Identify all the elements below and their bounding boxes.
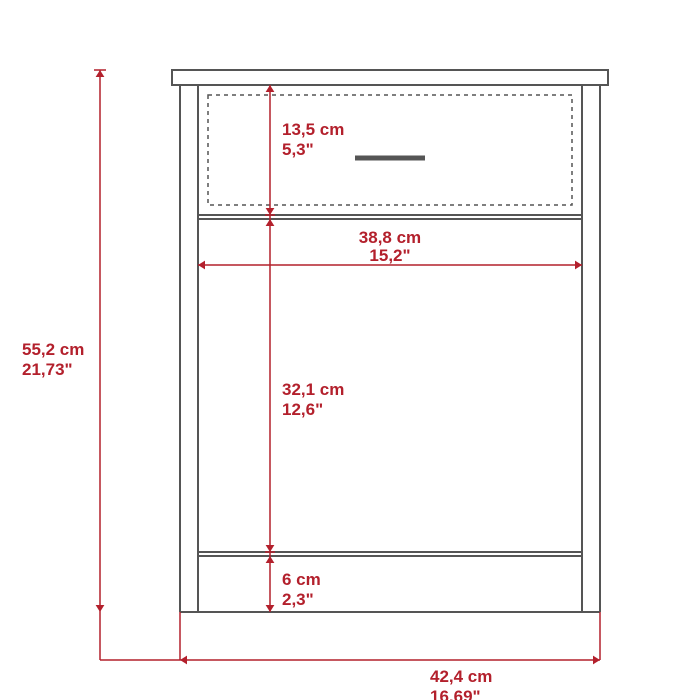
drawer-front bbox=[208, 95, 572, 205]
dim-drawer-height-cm: 13,5 cm bbox=[282, 120, 344, 139]
dim-opening-width-cm: 38,8 cm bbox=[359, 228, 421, 247]
dim-total-height-cm: 55,2 cm bbox=[22, 340, 84, 359]
dim-opening-width-in: 15,2" bbox=[369, 246, 410, 265]
dim-base-height-in: 2,3" bbox=[282, 590, 314, 609]
dim-drawer-height-in: 5,3" bbox=[282, 140, 314, 159]
dim-base-height-cm: 6 cm bbox=[282, 570, 321, 589]
dim-opening-height-cm: 32,1 cm bbox=[282, 380, 344, 399]
dim-total-height-in: 21,73" bbox=[22, 360, 73, 379]
dim-opening-height-in: 12,6" bbox=[282, 400, 323, 419]
furniture-outline bbox=[172, 70, 608, 612]
dim-total-width-cm: 42,4 cm bbox=[430, 667, 492, 686]
dim-total-width-in: 16,69" bbox=[430, 687, 481, 700]
